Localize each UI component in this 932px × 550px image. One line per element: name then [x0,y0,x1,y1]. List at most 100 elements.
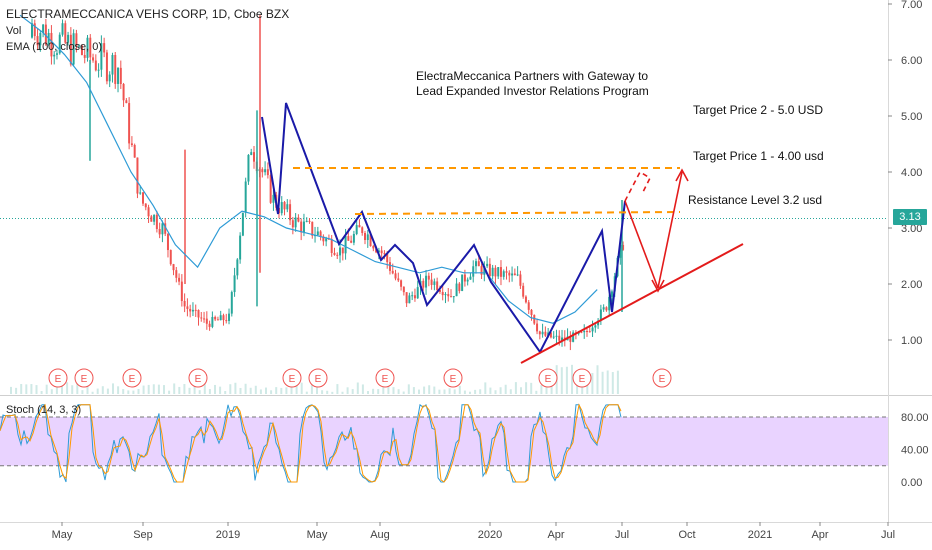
candle-body [511,273,514,276]
candle-body [591,327,594,332]
candle-body [386,253,389,263]
candle-body [602,307,605,310]
volume-bar [438,389,441,394]
volume-bar [351,389,354,394]
volume-bar [504,384,507,394]
candle-body [286,204,289,210]
price-tick-label: 6.00 [901,55,922,67]
candle-body [322,236,325,242]
volume-bar [30,384,33,394]
candle-body [622,244,625,250]
candle-body [203,318,206,320]
candle-body [599,309,602,321]
candle-body [580,331,583,333]
ema-line [19,14,598,324]
candle-body [347,236,350,241]
candle-body [516,274,519,276]
volume-bar [280,387,283,394]
candle-body [438,290,441,293]
volume-bar [259,389,262,394]
time-tick-label: 2020 [478,529,502,541]
volume-bar [474,389,477,394]
candle-body [261,169,264,173]
candle-body [117,67,120,84]
candle-body [183,301,186,307]
candle-body [197,309,200,318]
volume-bar [71,385,74,394]
candle-body [144,203,147,208]
zigzag-pattern [261,102,626,354]
volume-bar [183,384,186,394]
earnings-marker-icon [308,368,328,388]
candle-body [569,336,572,342]
candle-body [461,274,464,291]
candle-body [350,240,353,243]
candle-body [408,295,411,304]
candle-body [166,233,169,251]
volume-bar [392,387,395,394]
candle-body [216,319,219,321]
earnings-marker-label: E [55,374,62,385]
candle-body [153,214,156,222]
candle-body [425,275,428,288]
candle-body [524,296,527,303]
volume-bar [20,383,23,394]
volume-bar [275,387,278,394]
candle-body [97,69,100,71]
volume-bar [367,391,369,394]
candle-body [499,267,502,277]
candle-body [211,316,214,327]
volume-bar [15,387,18,394]
candle-body [239,235,242,260]
time-tick-label: Apr [547,529,564,541]
candle-body [355,225,358,234]
volume-bar [203,383,206,394]
volume-bar [55,382,58,394]
volume-bar [484,382,487,394]
candle-body [361,227,364,233]
volume-bar [137,389,140,394]
volume-bar [112,383,114,394]
candle-body [194,309,197,311]
volume-bar [101,386,104,394]
candle-body [316,231,319,236]
candle-body [397,278,400,281]
candle-body [586,331,588,333]
volume-bar [265,387,267,394]
candle-body [583,331,586,333]
earnings-marker-label: E [545,374,552,385]
candle-body [463,274,466,282]
candle-body [472,266,475,277]
volume-bar [571,364,573,394]
candle-body [297,217,300,222]
candle-body [272,194,275,203]
candle-body [302,221,305,233]
candle-body [164,223,167,234]
price-tick-label: 4.00 [901,167,922,179]
earnings-marker-label: E [579,374,586,385]
candle-body [502,271,505,277]
candle-body [205,318,208,324]
projection-down [624,200,659,289]
earnings-marker-icon [538,368,558,388]
volume-bar [321,390,324,394]
candle-body [78,45,81,47]
volume-bar [336,384,339,394]
volume-bar [193,386,196,394]
candle-body [375,248,378,253]
candle-body [519,274,522,286]
candle-body [458,283,461,291]
volume-bar [76,382,79,394]
candle-body [208,323,211,327]
volume-bar [489,387,492,394]
volume-bar [361,384,364,394]
candle-body [86,37,89,58]
candle-body [466,279,469,282]
candle-body [558,335,561,341]
candle-body [125,100,128,104]
volume-bar [254,385,257,394]
volume-bar [565,366,568,394]
candle-body [122,84,125,101]
volume-bar [10,386,12,394]
